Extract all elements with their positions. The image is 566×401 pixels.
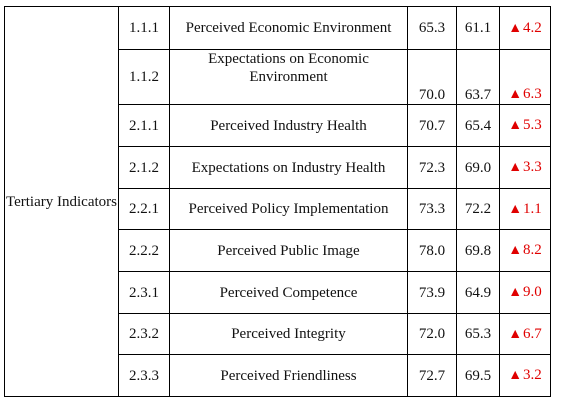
row-change-value: 1.1 [523,200,542,217]
row-code: 1.1.1 [118,6,170,50]
row-code: 2.2.1 [118,188,170,230]
row-current-value: 78.0 [407,229,457,272]
up-arrow-icon: ▲ [508,118,523,133]
row-code: 2.3.2 [118,313,170,355]
row-previous-value: 65.4 [456,104,500,147]
row-name: Perceived Public Image [169,229,408,272]
row-code: 1.1.2 [118,49,170,105]
row-change: ▲5.3 [499,104,551,147]
row-change-value: 6.7 [523,325,542,342]
indicator-table-body: Tertiary Indicators 1.1.1 Perceived Econ… [4,6,551,397]
up-arrow-icon: ▲ [508,243,523,258]
row-name: Expectations on Economic Environment [169,49,408,105]
up-arrow-icon: ▲ [508,20,523,36]
row-previous-value: 69.5 [456,354,500,397]
row-current-value: 73.3 [407,188,457,230]
table-row: 2.1.1 Perceived Industry Health 70.7 65.… [5,104,551,147]
row-name: Perceived Industry Health [169,104,408,147]
table-row: 2.3.2 Perceived Integrity 72.0 65.3 ▲6.7 [5,313,551,355]
row-change-value: 9.0 [523,284,542,300]
row-change: ▲6.3 [499,49,551,105]
up-arrow-icon: ▲ [508,201,523,217]
row-previous-value: 69.8 [456,229,500,272]
table-row: 2.1.2 Expectations on Industry Health 72… [5,146,551,189]
row-change-value: 3.3 [523,159,542,175]
row-name: Perceived Policy Implementation [169,188,408,230]
row-previous-value: 64.9 [456,271,500,314]
table-row: 1.1.2 Expectations on Economic Environme… [5,49,551,105]
row-previous-value: 65.3 [456,313,500,355]
row-change: ▲8.2 [499,229,551,272]
row-previous-value: 72.2 [456,188,500,230]
row-current-value: 65.3 [407,6,457,50]
row-change: ▲3.3 [499,146,551,189]
table-row: 2.2.1 Perceived Policy Implementation 73… [5,188,551,230]
row-name: Perceived Competence [169,271,408,314]
row-previous-value: 63.7 [456,49,500,105]
table-row: Tertiary Indicators 1.1.1 Perceived Econ… [4,6,551,397]
row-change: ▲3.2 [499,354,551,397]
row-change: ▲4.2 [499,6,551,50]
row-code: 2.3.3 [118,354,170,397]
row-current-value: 70.0 [407,49,457,105]
table-row: 2.3.3 Perceived Friendliness 72.7 69.5 ▲… [5,354,551,397]
row-name: Perceived Friendliness [169,354,408,397]
row-change: ▲1.1 [499,188,551,230]
row-previous-value: 69.0 [456,146,500,189]
group-label: Tertiary Indicators [4,6,119,397]
row-code: 2.2.2 [118,229,170,272]
row-change-value: 3.2 [523,367,542,383]
row-current-value: 73.9 [407,271,457,314]
row-change-value: 5.3 [523,117,542,133]
row-current-value: 70.7 [407,104,457,147]
row-current-value: 72.7 [407,354,457,397]
row-code: 2.3.1 [118,271,170,314]
up-arrow-icon: ▲ [508,285,523,300]
table-row: 2.2.2 Perceived Public Image 78.0 69.8 ▲… [5,229,551,272]
row-change-value: 4.2 [523,19,542,36]
row-current-value: 72.3 [407,146,457,189]
row-previous-value: 61.1 [456,6,500,50]
row-change-value: 6.3 [523,86,542,102]
row-code: 2.1.2 [118,146,170,189]
up-arrow-icon: ▲ [508,160,523,175]
indicator-table: Tertiary Indicators 1.1.1 Perceived Econ… [4,6,551,397]
table-row: 2.3.1 Perceived Competence 73.9 64.9 ▲9.… [5,271,551,314]
row-name: Expectations on Industry Health [169,146,408,189]
row-change: ▲6.7 [499,313,551,355]
row-code: 2.1.1 [118,104,170,147]
row-name: Perceived Economic Environment [169,6,408,50]
up-arrow-icon: ▲ [508,326,523,342]
row-current-value: 72.0 [407,313,457,355]
row-change-value: 8.2 [523,242,542,258]
up-arrow-icon: ▲ [508,368,523,383]
row-change: ▲9.0 [499,271,551,314]
up-arrow-icon: ▲ [508,87,523,102]
row-name: Perceived Integrity [169,313,408,355]
